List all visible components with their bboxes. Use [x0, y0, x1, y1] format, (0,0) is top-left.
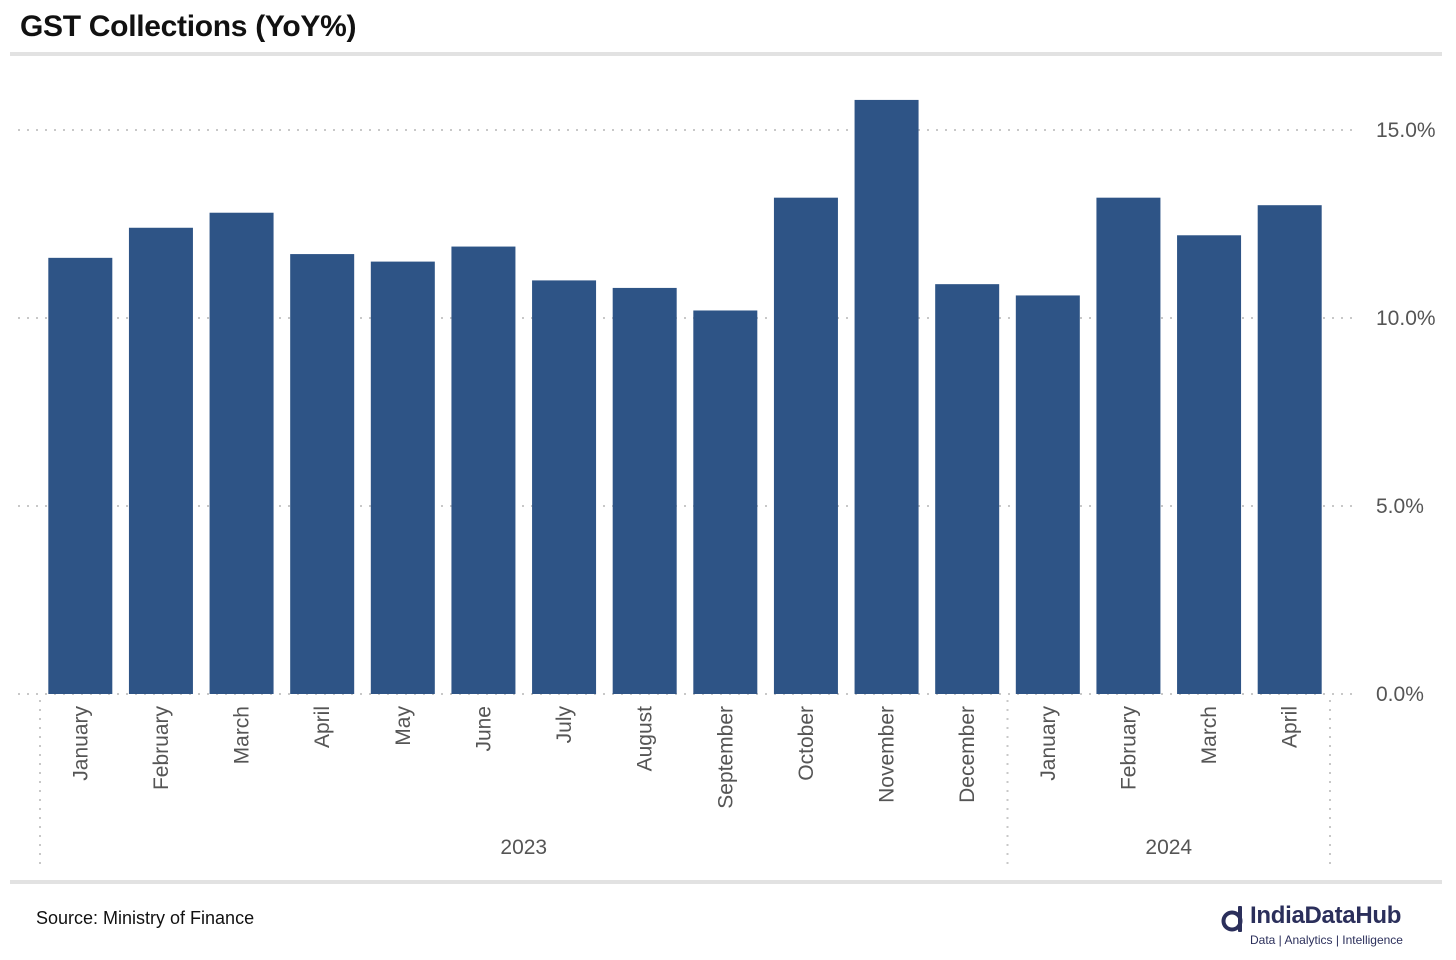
x-tick-label: February: [150, 706, 173, 791]
bar: [209, 212, 274, 694]
brand-tagline: Data | Analytics | Intelligence: [1250, 933, 1403, 947]
y-tick-label: 15.0%: [1376, 119, 1436, 142]
bar: [1096, 197, 1161, 694]
bottom-divider: [10, 880, 1442, 884]
bar: [612, 287, 677, 694]
bar-chart: 0.0% 5.0% 10.0% 15.0% January February March Ap…: [18, 99, 1436, 870]
y-tick-label: 5.0%: [1376, 495, 1424, 518]
bar: [290, 254, 355, 694]
x-tick-label: June: [472, 706, 495, 752]
x-tick-label: April: [1279, 706, 1302, 748]
bar: [1177, 235, 1242, 694]
bar: [693, 310, 758, 694]
bar: [128, 227, 193, 694]
top-divider: [10, 52, 1442, 56]
bar: [1257, 205, 1322, 694]
x-tick-label: March: [1198, 706, 1221, 764]
brand-logo: IndiaDataHub Data | Analytics | Intellig…: [1220, 900, 1440, 952]
x-group-label: 2023: [500, 836, 547, 859]
bar: [773, 197, 838, 694]
y-tick-label: 0.0%: [1376, 683, 1424, 706]
x-tick-label: April: [311, 706, 334, 748]
bar: [935, 284, 1000, 694]
x-tick-label: May: [392, 706, 415, 746]
x-tick-label: November: [876, 706, 899, 803]
source-note: Source: Ministry of Finance: [36, 908, 255, 928]
brand-logo-icon: [1221, 906, 1243, 932]
bar: [451, 246, 516, 694]
bar: [370, 261, 435, 694]
x-tick-label: October: [795, 706, 818, 781]
x-tick-label: February: [1117, 706, 1140, 791]
chart-title: GST Collections (YoY%): [20, 10, 357, 43]
x-tick-label: July: [553, 706, 576, 744]
bar: [48, 257, 113, 694]
x-group-label: 2024: [1145, 836, 1192, 859]
x-tick-label: March: [231, 706, 254, 764]
x-tick-label: December: [956, 706, 979, 803]
x-tick-label: January: [1037, 706, 1060, 781]
bar: [532, 280, 597, 694]
bar: [1015, 295, 1080, 694]
bar: [854, 99, 919, 695]
chart-area: 0.0% 5.0% 10.0% 15.0% January February March Ap…: [0, 60, 1456, 876]
x-tick-label: January: [69, 706, 92, 781]
y-tick-label: 10.0%: [1376, 307, 1436, 330]
brand-name: IndiaDataHub: [1250, 902, 1402, 929]
x-tick-label: September: [714, 706, 737, 809]
x-tick-label: August: [634, 706, 657, 772]
